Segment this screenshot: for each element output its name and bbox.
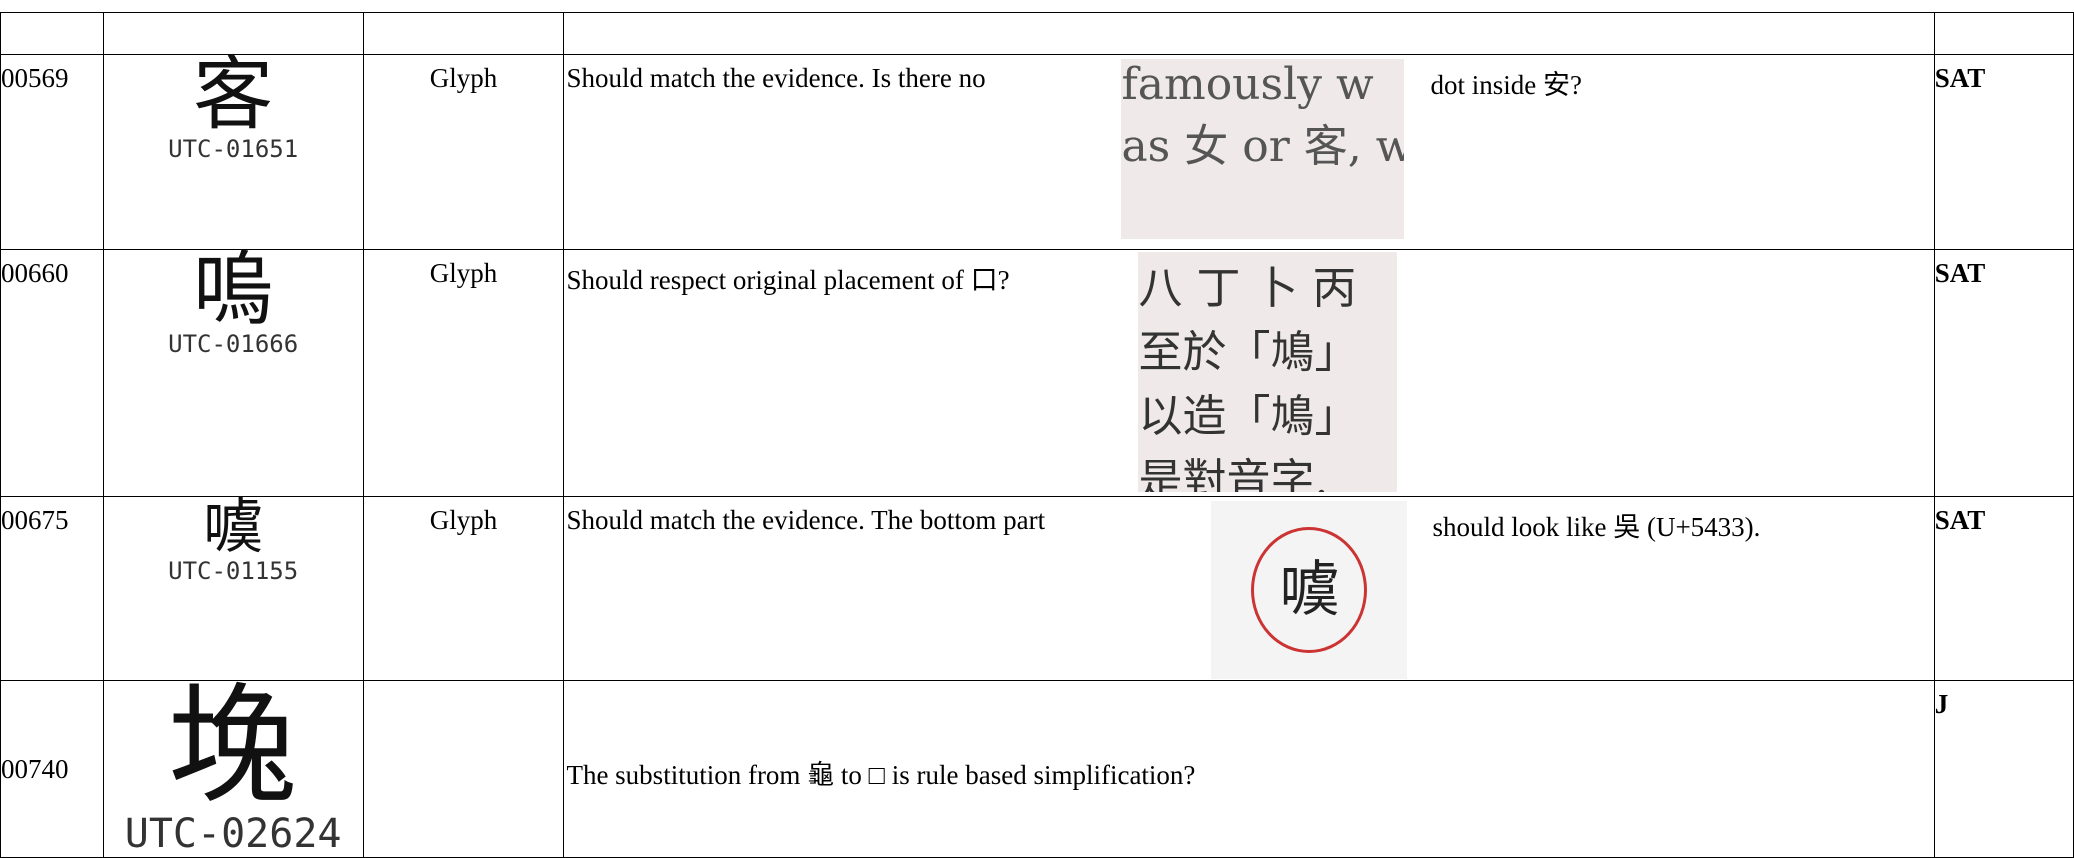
- id: 00660: [1, 258, 69, 288]
- row: 00675 噳 UTC-01155 Glyph Should match the evi…: [0, 492, 2074, 681]
- glyph-cell: 堍 UTC-02624: [102, 670, 364, 858]
- id-cell: 00569: [0, 54, 104, 250]
- table-wrap: 00569 客 UTC-01651 Glyph Should match the evi…: [0, 12, 2074, 858]
- evidence-text: 至於「鳩」: [1138, 327, 1359, 378]
- status: J: [1934, 689, 1949, 719]
- glyph: 堍: [168, 670, 299, 822]
- category-cell: Glyph: [362, 54, 565, 250]
- glyph: 噳: [203, 492, 264, 562]
- review-table: 00569 客 UTC-01651 Glyph Should match the evi…: [0, 12, 2074, 858]
- row: 00660 嗚 UTC-01666 Glyph Should respect origi…: [0, 243, 2074, 497]
- comment: should look like 吳 (U+5433).: [1432, 512, 1761, 542]
- evidence-text: as 女 or 客, w: [1121, 121, 1405, 172]
- glyph-cell: 客 UTC-01651: [102, 48, 364, 250]
- category: Glyph: [429, 258, 498, 288]
- glyph: 客: [193, 48, 274, 141]
- comment-cell: Should match the evidence. Is there no fa…: [563, 54, 1935, 250]
- evidence-text: 八 丁 卜 丙: [1138, 263, 1357, 314]
- row: 00569 客 UTC-01651 Glyph Should match the evi…: [0, 48, 2074, 250]
- glyph-code: UTC-01651: [168, 135, 299, 163]
- id: 00675: [1, 505, 69, 535]
- category: Glyph: [429, 63, 498, 93]
- header-row: [0, 12, 2074, 55]
- comment: Should match the evidence. Is there no: [566, 63, 986, 93]
- comment: Should match the evidence. The bottom pa…: [566, 505, 1046, 535]
- comment: The substitution from 龜 to □ is rule bas…: [566, 760, 1196, 790]
- comment-cell: The substitution from 龜 to □ is rule bas…: [563, 680, 1935, 858]
- glyph-cell: 嗚 UTC-01666: [102, 243, 364, 497]
- status: SAT: [1934, 505, 1986, 535]
- evidence-image: 八 丁 卜 丙至於「鳩」以造「鳩」是對音字.: [1138, 252, 1398, 492]
- status-cell: SAT: [1933, 249, 2074, 497]
- id-cell: 00660: [0, 249, 104, 497]
- category-cell: [362, 680, 565, 858]
- glyph: 嗚: [193, 243, 274, 336]
- category: Glyph: [429, 505, 498, 535]
- glyph-code: UTC-01666: [168, 330, 299, 358]
- evidence-image: famously w as 女 or 客, w: [1121, 59, 1405, 239]
- status-cell: J: [1933, 680, 2074, 858]
- id: 00740: [1, 753, 69, 784]
- comment: dot inside 安?: [1430, 70, 1582, 100]
- row: 00740 堍 UTC-02624 The substitution from 龜 t…: [0, 670, 2074, 858]
- category-cell: Glyph: [362, 496, 565, 681]
- comment: Should respect original placement of 口?: [566, 265, 1010, 295]
- evidence-text: 是對音字.: [1138, 455, 1329, 492]
- glyph-code: UTC-02624: [124, 811, 342, 857]
- glyph-cell: 噳 UTC-01155: [102, 492, 364, 681]
- evidence-image: 噳: [1211, 501, 1408, 679]
- status-cell: SAT: [1933, 496, 2074, 681]
- evidence-text: famously w: [1121, 59, 1374, 110]
- status: SAT: [1934, 258, 1986, 288]
- status: SAT: [1934, 63, 1986, 93]
- comment-cell: Should match the evidence. The bottom pa…: [563, 496, 1935, 681]
- comment-cell: Should respect original placement of 口? 八…: [563, 249, 1935, 497]
- status-cell: SAT: [1933, 54, 2074, 250]
- category-cell: Glyph: [362, 249, 565, 497]
- evidence-text: 噳: [1251, 527, 1368, 653]
- id: 00569: [1, 63, 69, 93]
- evidence-text: 以造「鳩」: [1138, 391, 1359, 442]
- id-cell: 00675: [0, 496, 104, 681]
- id-cell: 00740: [0, 680, 104, 858]
- glyph-code: UTC-01155: [168, 557, 299, 585]
